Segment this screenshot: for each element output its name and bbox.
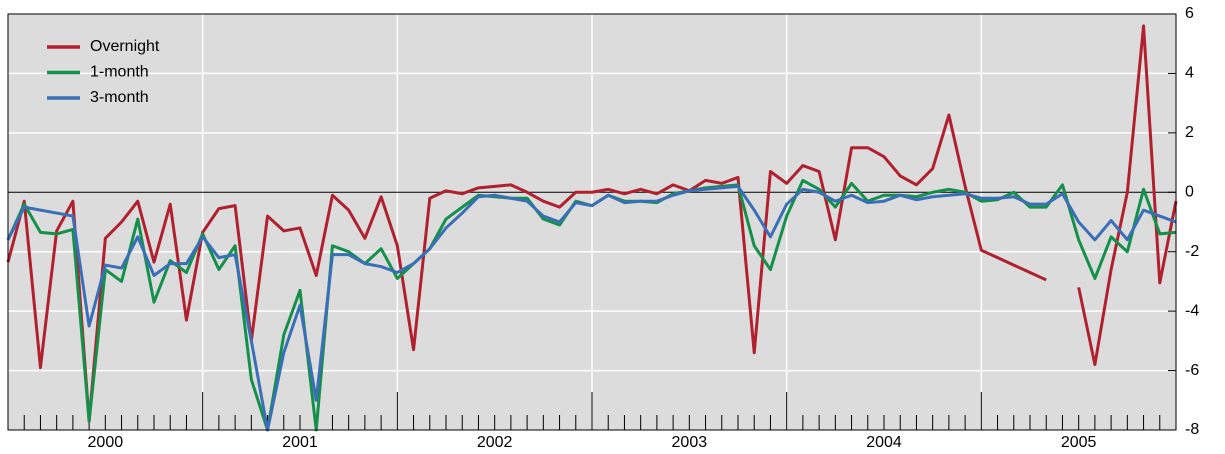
x-tick-label: 2005 bbox=[1061, 434, 1097, 451]
series-line bbox=[6, 184, 1177, 432]
y-tick-label: 4 bbox=[1185, 65, 1194, 82]
y-tick-label: 2 bbox=[1185, 124, 1194, 141]
series-line bbox=[6, 24, 1178, 423]
y-tick-label: -2 bbox=[1185, 243, 1199, 260]
plot-border bbox=[7, 13, 1177, 431]
y-tick-label: -8 bbox=[1185, 421, 1199, 438]
y-tick-label: -6 bbox=[1185, 362, 1199, 379]
legend-label: Overnight bbox=[90, 38, 160, 55]
x-tick-label: 2001 bbox=[282, 434, 318, 451]
x-tick-label: 2000 bbox=[88, 434, 124, 451]
legend-label: 1-month bbox=[90, 64, 149, 81]
y-tick-label: 6 bbox=[1185, 5, 1194, 22]
x-tick-label: 2003 bbox=[672, 434, 708, 451]
x-tick-label: 2004 bbox=[866, 434, 902, 451]
x-tick-label: 2002 bbox=[477, 434, 513, 451]
y-tick-label: 0 bbox=[1185, 184, 1194, 201]
legend-label: 3-month bbox=[90, 89, 149, 106]
y-tick-label: -4 bbox=[1185, 302, 1199, 319]
